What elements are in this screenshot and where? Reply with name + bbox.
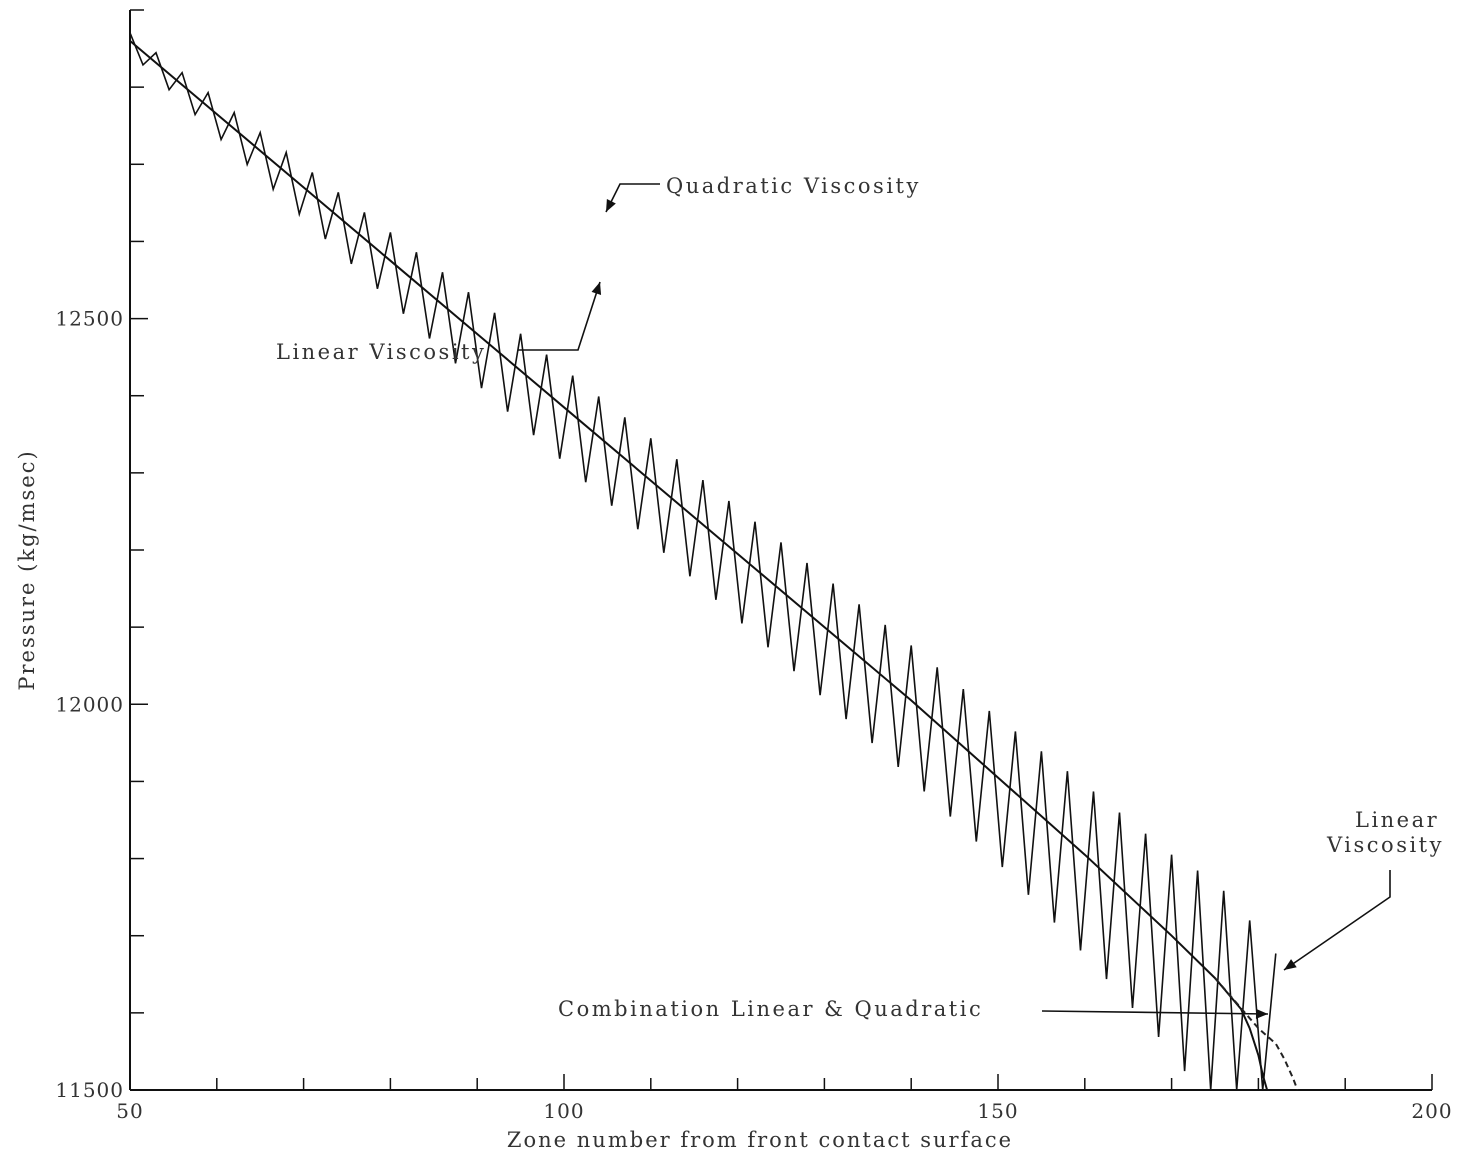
annotation-combination: Combination Linear & Quadratic xyxy=(558,997,983,1021)
y-tick-label: 11500 xyxy=(55,1078,124,1102)
arrow-combination xyxy=(1041,1010,1269,1015)
arrow-linear-viscosity xyxy=(518,281,601,351)
arrow-linear-viscosity-head xyxy=(591,282,602,295)
arrow-linear-right xyxy=(1283,870,1391,971)
arrow-quadratic-viscosity-head xyxy=(606,199,616,212)
annotation-linear-right-line2: Viscosity xyxy=(1326,833,1444,857)
series-line-2 xyxy=(1214,977,1299,1091)
arrow-quadratic-viscosity xyxy=(605,183,660,213)
y-tick-label: 12000 xyxy=(55,692,124,716)
x-axis-label: Zone number from front contact surface xyxy=(507,1128,1013,1152)
x-tick-label: 100 xyxy=(543,1099,584,1123)
arrow-combination-head xyxy=(1255,1008,1268,1019)
y-axis-label: Pressure (kg/msec) xyxy=(15,449,39,690)
series-line-1 xyxy=(129,32,1277,1091)
y-tick-label: 12500 xyxy=(55,307,124,331)
x-tick-label: 150 xyxy=(977,1099,1018,1123)
annotation-linear-viscosity: Linear Viscosity xyxy=(276,340,486,364)
x-tick-label: 50 xyxy=(116,1099,143,1123)
series-line-0 xyxy=(129,40,1269,1091)
annotation-quadratic-viscosity: Quadratic Viscosity xyxy=(666,174,921,198)
x-tick-label: 200 xyxy=(1411,1099,1452,1123)
series-group xyxy=(129,32,1299,1091)
annotation-linear-right-line1: Linear xyxy=(1355,808,1439,832)
axes: 50 100 150 200 11500 12000 12500 xyxy=(55,9,1452,1123)
arrow-linear-right-head xyxy=(1284,959,1297,970)
annotations-group: Quadratic Viscosity Linear Viscosity Lin… xyxy=(276,174,1444,1021)
